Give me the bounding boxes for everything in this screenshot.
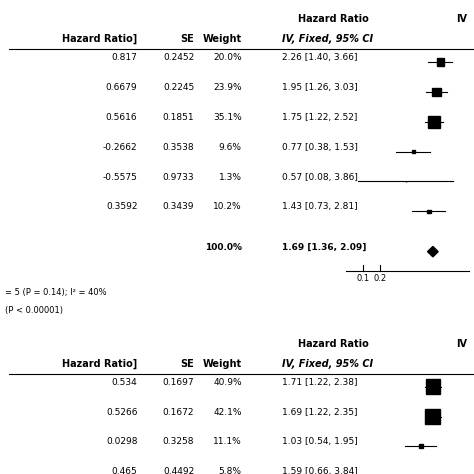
Text: 0.2245: 0.2245: [163, 83, 194, 92]
FancyBboxPatch shape: [412, 150, 415, 154]
Text: 0.2452: 0.2452: [163, 53, 194, 62]
Text: 100.0%: 100.0%: [205, 243, 242, 252]
Text: -0.2662: -0.2662: [103, 143, 137, 152]
Text: 1.69 [1.22, 2.35]: 1.69 [1.22, 2.35]: [282, 408, 357, 417]
Text: -0.5575: -0.5575: [102, 173, 137, 182]
Text: 1.95 [1.26, 3.03]: 1.95 [1.26, 3.03]: [282, 83, 358, 92]
Text: Hazard Ratio: Hazard Ratio: [298, 14, 368, 24]
Text: SE: SE: [181, 359, 194, 369]
Text: 0.817: 0.817: [111, 53, 137, 62]
Text: 0.57 [0.08, 3.86]: 0.57 [0.08, 3.86]: [282, 173, 358, 182]
Text: 1.71 [1.22, 2.38]: 1.71 [1.22, 2.38]: [282, 378, 357, 387]
Text: 0.6679: 0.6679: [106, 83, 137, 92]
Text: (P < 0.00001): (P < 0.00001): [5, 306, 63, 315]
FancyBboxPatch shape: [432, 88, 441, 96]
FancyBboxPatch shape: [425, 409, 440, 424]
Text: 40.9%: 40.9%: [213, 378, 242, 387]
FancyBboxPatch shape: [427, 210, 430, 213]
Text: IV, Fixed, 95% CI: IV, Fixed, 95% CI: [282, 34, 373, 44]
Text: IV, Fixed, 95% CI: IV, Fixed, 95% CI: [282, 359, 373, 369]
Text: 0.534: 0.534: [112, 378, 137, 387]
FancyBboxPatch shape: [437, 58, 444, 65]
Text: 42.1%: 42.1%: [213, 408, 242, 417]
Text: 5.8%: 5.8%: [219, 467, 242, 474]
Text: 0.5266: 0.5266: [106, 408, 137, 417]
Text: 9.6%: 9.6%: [219, 143, 242, 152]
Polygon shape: [428, 246, 438, 257]
Text: Hazard Ratio]: Hazard Ratio]: [62, 359, 137, 369]
Text: 0.9733: 0.9733: [163, 173, 194, 182]
Text: 2.26 [1.40, 3.66]: 2.26 [1.40, 3.66]: [282, 53, 357, 62]
Text: 0.5616: 0.5616: [106, 113, 137, 122]
Text: 1.3%: 1.3%: [219, 173, 242, 182]
Text: 1.69 [1.36, 2.09]: 1.69 [1.36, 2.09]: [282, 243, 366, 252]
Text: 20.0%: 20.0%: [213, 53, 242, 62]
Text: 23.9%: 23.9%: [213, 83, 242, 92]
Text: 11.1%: 11.1%: [213, 438, 242, 447]
Text: 10.2%: 10.2%: [213, 202, 242, 211]
Text: 0.4492: 0.4492: [163, 467, 194, 474]
Text: 1.03 [0.54, 1.95]: 1.03 [0.54, 1.95]: [282, 438, 358, 447]
FancyBboxPatch shape: [419, 445, 423, 448]
Text: SE: SE: [181, 34, 194, 44]
Text: 0.0298: 0.0298: [106, 438, 137, 447]
Text: 0.3538: 0.3538: [163, 143, 194, 152]
Text: 0.3258: 0.3258: [163, 438, 194, 447]
Text: Hazard Ratio: Hazard Ratio: [298, 339, 368, 349]
Text: = 5 (P = 0.14); I² = 40%: = 5 (P = 0.14); I² = 40%: [5, 288, 106, 297]
Text: IV: IV: [456, 339, 467, 349]
Text: 0.3592: 0.3592: [106, 202, 137, 211]
Text: 0.3439: 0.3439: [163, 202, 194, 211]
FancyBboxPatch shape: [426, 379, 440, 394]
Text: IV: IV: [456, 14, 467, 24]
Text: 1.43 [0.73, 2.81]: 1.43 [0.73, 2.81]: [282, 202, 358, 211]
Text: Weight: Weight: [202, 34, 242, 44]
Text: 0.465: 0.465: [112, 467, 137, 474]
Text: 0.1: 0.1: [356, 274, 370, 283]
Text: 0.1697: 0.1697: [163, 378, 194, 387]
Text: 0.2: 0.2: [374, 274, 387, 283]
Text: 0.1672: 0.1672: [163, 408, 194, 417]
FancyBboxPatch shape: [428, 116, 440, 128]
Text: 0.77 [0.38, 1.53]: 0.77 [0.38, 1.53]: [282, 143, 358, 152]
Text: 1.59 [0.66, 3.84]: 1.59 [0.66, 3.84]: [282, 467, 358, 474]
Text: 35.1%: 35.1%: [213, 113, 242, 122]
Text: Hazard Ratio]: Hazard Ratio]: [62, 34, 137, 45]
Text: 1.75 [1.22, 2.52]: 1.75 [1.22, 2.52]: [282, 113, 357, 122]
Text: Weight: Weight: [202, 359, 242, 369]
Text: 0.1851: 0.1851: [163, 113, 194, 122]
